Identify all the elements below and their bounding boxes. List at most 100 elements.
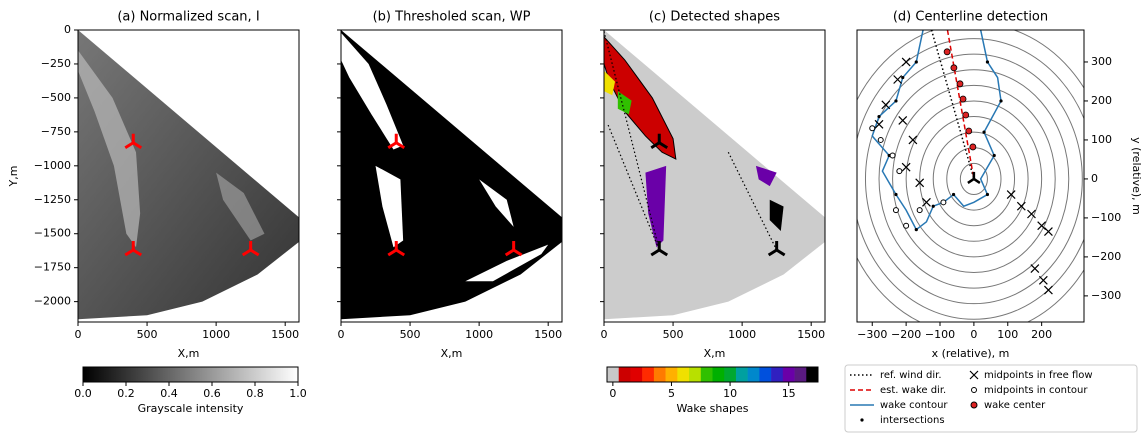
range-ring <box>959 162 988 196</box>
x-tick-label: −100 <box>925 328 955 341</box>
turbine-blade <box>512 248 523 257</box>
colorbar-tick-label: 5 <box>668 387 675 400</box>
range-ring <box>864 53 1083 305</box>
panel: (c) Detected shapes X,m 0 500 1000 1500 0 5 10 15… <box>600 10 826 415</box>
x-tick-label: −200 <box>891 328 921 341</box>
intersection <box>914 60 918 64</box>
panel-title: (d) Centerline detection <box>893 10 1048 25</box>
colorbar-cell <box>630 367 643 382</box>
midpoint-contour <box>916 207 923 214</box>
y-tick-label: −1500 <box>34 227 71 240</box>
wake-shape <box>617 91 632 115</box>
midpoint-contour <box>869 125 876 132</box>
turbine-blade <box>124 141 135 149</box>
colorbar-cell <box>735 367 748 382</box>
midpoint-free <box>901 57 911 67</box>
wake-center <box>943 48 951 56</box>
series-line <box>946 30 975 180</box>
panel: (a) Normalized scan, I X,m 0 500 1000 1500 0 −2… <box>7 10 307 416</box>
x-tick-label: 0 <box>338 328 345 341</box>
turbine-blade <box>650 141 661 149</box>
midpoint-free <box>893 75 903 84</box>
x-axis-label: x (relative), m <box>932 347 1010 360</box>
turbine-marker <box>387 133 406 149</box>
y-tick-label: −500 <box>41 91 71 104</box>
colorbar-cell <box>700 367 713 382</box>
turbine-blade <box>504 248 515 257</box>
colorbar <box>83 367 298 382</box>
turbine-blade <box>387 141 398 149</box>
y-axis-label: y (relative), m <box>1130 137 1143 215</box>
y-tick-label: −1750 <box>34 261 71 274</box>
colorbar-tick-label: 0.0 <box>74 387 92 400</box>
colorbar-cell <box>607 367 620 382</box>
x-tick-label: 0 <box>601 328 608 341</box>
x-tick-label: 1500 <box>534 328 562 341</box>
x-axis-label: X,m <box>704 347 726 360</box>
midpoint-contour <box>877 136 884 143</box>
colorbar-cell <box>806 367 819 382</box>
legend-swatch <box>971 387 977 393</box>
turbine-marker <box>650 241 669 257</box>
panel-title: (c) Detected shapes <box>649 10 780 25</box>
colorbar-cell <box>665 367 678 382</box>
series-line <box>871 30 1002 231</box>
range-ring <box>892 84 1056 273</box>
x-tick-label: 1500 <box>797 328 825 341</box>
midpoint-free <box>1044 227 1053 236</box>
y-axis-label: Y,m <box>7 166 20 188</box>
y-tick-label: 0 <box>1091 172 1098 185</box>
wake-shape <box>769 199 784 232</box>
turbine-blade <box>658 248 669 257</box>
turbine-blade <box>249 248 260 257</box>
colorbar-cell <box>618 367 631 382</box>
scan-sector <box>78 30 299 320</box>
ref-wind-line <box>603 31 660 251</box>
wake-center <box>956 80 964 88</box>
turbine-marker <box>504 241 523 257</box>
colorbar-label: Grayscale intensity <box>138 402 244 415</box>
legend-frame <box>844 364 1138 433</box>
wake-shape <box>604 70 616 96</box>
turbine-marker <box>124 133 143 149</box>
midpoint-free <box>915 178 925 188</box>
y-tick-label: −750 <box>41 125 71 138</box>
range-ring <box>905 100 1043 258</box>
colorbar-cell <box>712 367 725 382</box>
x-axis-label: X,m <box>441 347 463 360</box>
range-ring <box>932 131 1016 227</box>
y-tick-label: 0 <box>64 23 71 36</box>
legend-label: midpoints in contour <box>984 385 1088 396</box>
panel: (b) Thresholed scan, WP X,m 0 500 1000 1500 <box>337 10 563 360</box>
colorbar-tick-label: 0.6 <box>203 387 221 400</box>
colorbar-cell <box>771 367 784 382</box>
midpoint-contour <box>892 207 899 214</box>
midpoint-free <box>1027 209 1036 219</box>
range-ring <box>857 38 1084 320</box>
turbine-marker <box>241 241 260 257</box>
wake-region <box>465 244 549 282</box>
colorbar-tick-label: 0 <box>609 387 616 400</box>
midpoint-free <box>1006 190 1016 199</box>
intersection <box>914 228 918 232</box>
intersection <box>877 114 881 119</box>
legend-label: midpoints in free flow <box>984 370 1093 381</box>
colorbar-frame <box>606 366 819 383</box>
midpoint-free <box>874 119 884 129</box>
legend-label: est. wake dir. <box>880 385 946 396</box>
legend-swatch <box>969 370 979 380</box>
y-tick-label: −1000 <box>34 159 71 172</box>
turbine-blade <box>767 248 778 257</box>
turbine-blade <box>658 141 669 149</box>
colorbar-cell <box>759 367 772 382</box>
intersection <box>985 192 990 197</box>
x-tick-label: 0 <box>970 328 977 341</box>
colorbar-tick-label: 1.0 <box>289 387 307 400</box>
colorbar-cell <box>747 367 760 382</box>
plot-area <box>857 30 1084 322</box>
wake-shape <box>755 165 777 187</box>
axes-frame <box>77 29 300 323</box>
wake-streak <box>78 50 141 248</box>
